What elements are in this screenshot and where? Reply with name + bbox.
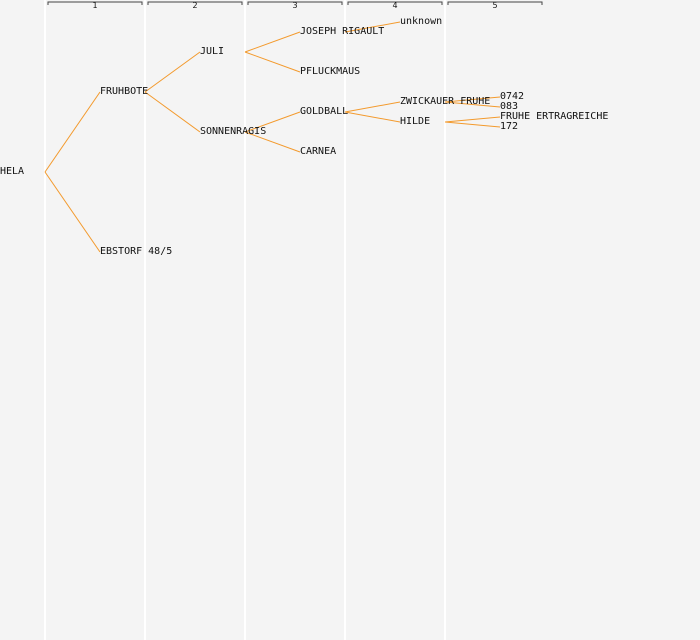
pedigree-edge [344,111,401,123]
generation-label: 4 [392,1,398,10]
ancestor-172: 172 [500,121,519,132]
generation-label: 1 [92,1,98,10]
pedigree-edge [444,96,501,103]
generation-label: 2 [192,1,198,10]
ancestor-carnea: CARNEA [300,146,337,157]
ancestor-ebstorf-48-5: EBSTORF 48/5 [100,246,173,257]
ancestor-zwickauer-fruhe: ZWICKAUER FRUHE [400,96,491,107]
ancestor-pfluckmaus: PFLUCKMAUS [300,66,361,77]
ancestor-goldball: GOLDBALL [300,106,349,117]
ancestor-fruhbote: FRUHBOTE [100,86,149,97]
generation-bracket [347,1,443,5]
pedigree-edge [244,111,301,133]
ancestor-sonnenragis: SONNENRAGIS [200,126,267,137]
pedigree-edge [144,91,201,133]
pedigree-edge [244,131,301,153]
ancestor-fruhe-ertragreiche: FRUHE ERTRAGREICHE [500,111,609,122]
generation-bracket [447,1,543,5]
ancestor-joseph-rigault: JOSEPH RIGAULT [300,26,385,37]
ancestor-hela: HELA [0,166,25,177]
generation-label: 5 [492,1,498,10]
pedigree-edge [344,21,401,33]
ancestor-083: 083 [500,101,519,112]
pedigree-edge [444,116,501,123]
ancestor-juli: JULI [200,46,225,57]
pedigree-edge [44,171,101,253]
pedigree-edge [44,91,101,173]
generation-bracket [147,1,243,5]
pedigree-edge [444,101,501,108]
generation-bracket [247,1,343,5]
pedigree-edge [344,101,401,113]
pedigree-edge [244,31,301,53]
pedigree-edge [244,51,301,73]
generation-bracket [47,1,143,5]
generation-label: 3 [292,1,298,10]
pedigree-edge [444,121,501,128]
ancestor-unknown: unknown [400,16,443,27]
ancestor-0742: 0742 [500,91,525,102]
pedigree-edge [144,51,201,93]
ancestor-hilde: HILDE [400,116,431,127]
